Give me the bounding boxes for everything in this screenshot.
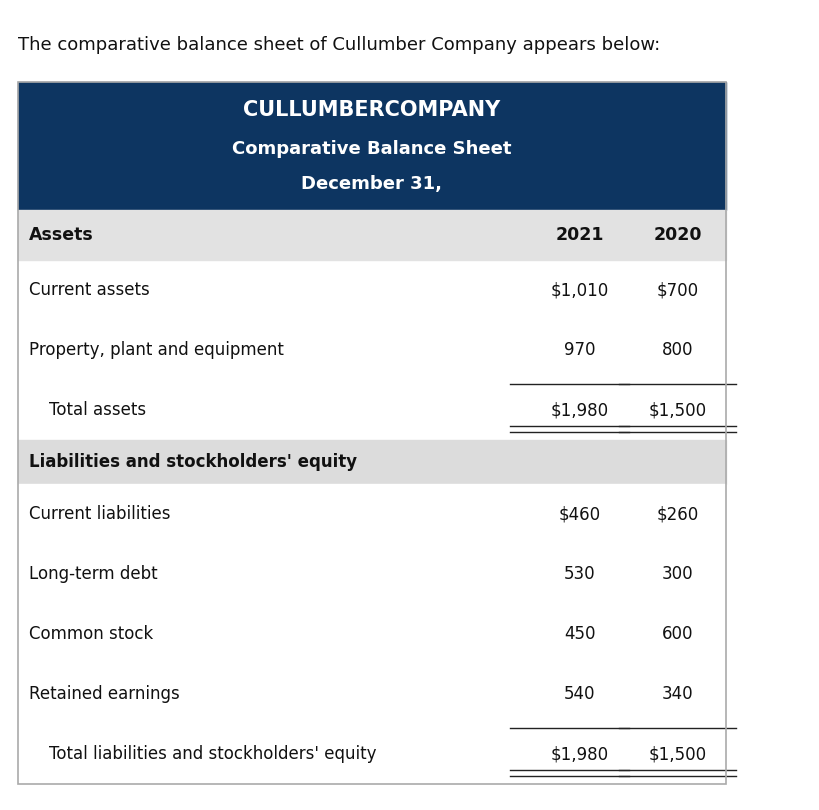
Text: 540: 540	[563, 685, 595, 703]
Text: CULLUMBERCOMPANY: CULLUMBERCOMPANY	[243, 100, 500, 120]
Text: Long-term debt: Long-term debt	[29, 565, 158, 583]
Text: 2020: 2020	[653, 226, 701, 244]
Bar	[17, 82, 726, 210]
Bar	[17, 724, 726, 784]
Text: Current assets: Current assets	[29, 281, 150, 299]
Text: 450: 450	[563, 625, 595, 643]
Text: Property, plant and equipment: Property, plant and equipment	[29, 341, 283, 359]
Bar	[17, 440, 726, 484]
Text: Assets: Assets	[29, 226, 94, 244]
Bar	[17, 664, 726, 724]
Text: Total liabilities and stockholders' equity: Total liabilities and stockholders' equi…	[48, 745, 376, 763]
Text: $1,500: $1,500	[648, 401, 706, 419]
Bar	[17, 210, 726, 260]
Bar	[17, 604, 726, 664]
Bar	[17, 82, 726, 784]
Text: Current liabilities: Current liabilities	[29, 505, 170, 523]
Text: $1,980: $1,980	[550, 745, 609, 763]
Text: $1,500: $1,500	[648, 745, 706, 763]
Text: 300: 300	[661, 565, 692, 583]
Text: 600: 600	[661, 625, 692, 643]
Bar	[17, 380, 726, 440]
Bar	[17, 484, 726, 544]
Text: Comparative Balance Sheet: Comparative Balance Sheet	[232, 139, 511, 158]
Text: 530: 530	[563, 565, 595, 583]
Bar	[17, 544, 726, 604]
Text: December 31,: December 31,	[301, 176, 441, 194]
Text: 2021: 2021	[555, 226, 604, 244]
Text: 800: 800	[661, 341, 692, 359]
Text: Total assets: Total assets	[48, 401, 146, 419]
Text: $1,010: $1,010	[550, 281, 609, 299]
Text: $460: $460	[559, 505, 600, 523]
Text: $260: $260	[655, 505, 698, 523]
Text: Liabilities and stockholders' equity: Liabilities and stockholders' equity	[29, 453, 357, 471]
Text: 970: 970	[563, 341, 595, 359]
Text: 340: 340	[661, 685, 692, 703]
Text: The comparative balance sheet of Cullumber Company appears below:: The comparative balance sheet of Cullumb…	[17, 36, 659, 54]
Bar	[17, 260, 726, 320]
Text: Retained earnings: Retained earnings	[29, 685, 180, 703]
Text: $1,980: $1,980	[550, 401, 609, 419]
Text: Common stock: Common stock	[29, 625, 153, 643]
Text: $700: $700	[655, 281, 698, 299]
Bar	[17, 320, 726, 380]
